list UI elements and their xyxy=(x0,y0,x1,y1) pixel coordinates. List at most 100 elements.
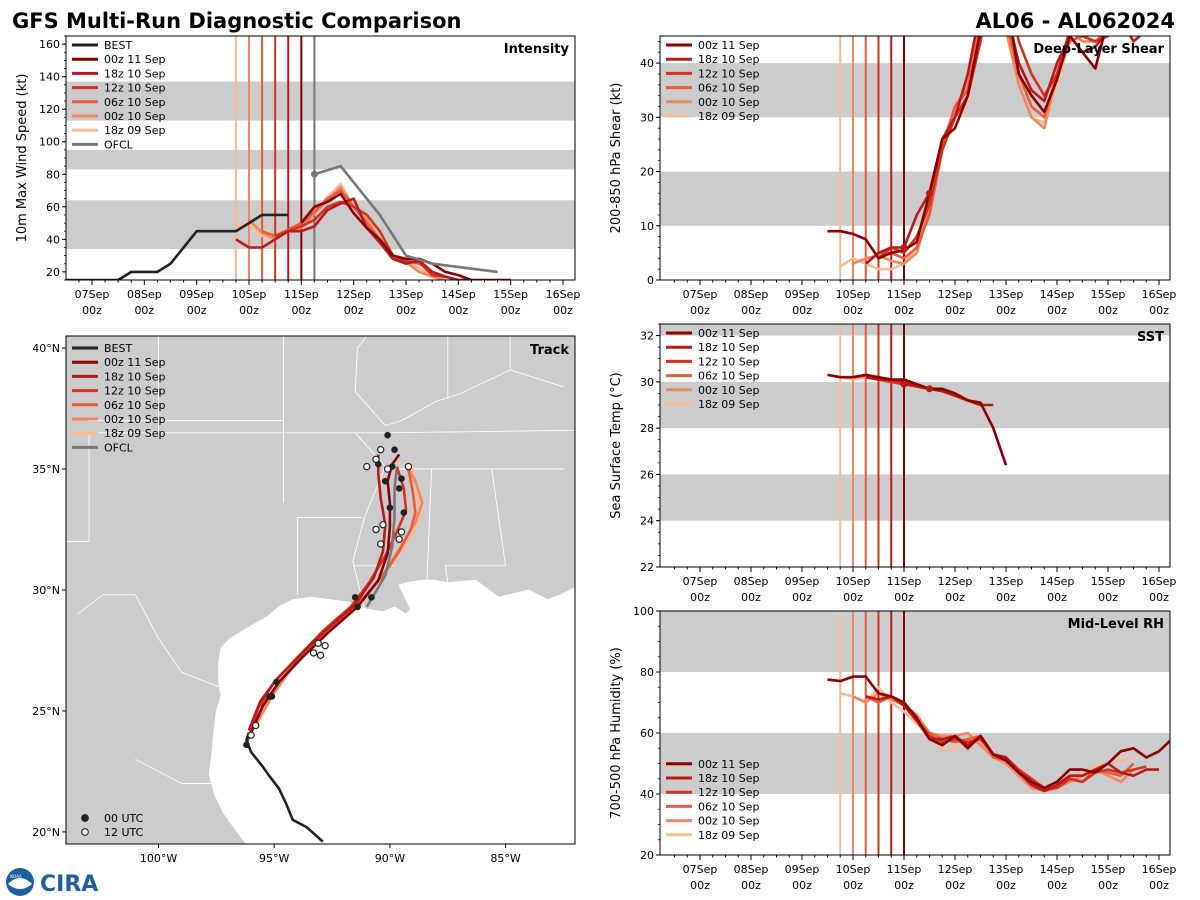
rh-xtick-label: 00z xyxy=(1149,879,1169,892)
shear-init-point-1 xyxy=(926,189,933,197)
intensity-ytick-label: 80 xyxy=(46,168,60,181)
shear-ytick-label: 0 xyxy=(647,274,654,287)
intensity-xtick-label: 00z xyxy=(553,304,573,317)
shear-ytick-label: 40 xyxy=(640,57,654,70)
track-legend-label: 18z 09 Sep xyxy=(104,427,166,440)
rh-ytick-label: 20 xyxy=(640,849,654,862)
shear-xtick-label: 12Sep xyxy=(938,288,973,301)
intensity-band-2 xyxy=(66,81,575,121)
storm-id: AL06 - AL062024 xyxy=(976,9,1176,33)
state-border-8 xyxy=(352,432,386,610)
track-point-00utc xyxy=(400,509,408,516)
intensity-ytick-label: 20 xyxy=(46,266,60,279)
sst-frame xyxy=(659,323,1171,568)
track-point-00utc xyxy=(384,431,391,439)
track-point-00utc xyxy=(351,593,359,601)
state-border-12 xyxy=(135,758,247,784)
track-lon-label: 95°W xyxy=(259,852,289,865)
sst-band-1 xyxy=(660,381,1170,429)
track-legend-label: 00z 11 Sep xyxy=(104,356,166,369)
track-lat-label: 35°N xyxy=(32,463,60,476)
shear-legend-label: 12z 10 Sep xyxy=(698,67,760,80)
shear-init-point-0 xyxy=(900,243,908,251)
shear-xtick-label: 09Sep xyxy=(785,288,820,301)
rh-xtick-label: 00z xyxy=(792,879,812,892)
sst-xtick-label: 13Sep xyxy=(989,575,1024,588)
intensity-xtick-label: 00z xyxy=(501,304,521,317)
rh-xtick-label: 00z xyxy=(843,879,863,892)
track-panel-title: Track xyxy=(530,343,569,358)
intensity-ytick-label: 40 xyxy=(46,233,60,246)
sst-xtick-label: 00z xyxy=(1149,591,1169,604)
intensity-xtick-label: 12Sep xyxy=(336,288,371,301)
sst-xtick-label: 00z xyxy=(945,591,965,604)
rh-xtick-label: 16Sep xyxy=(1142,863,1177,876)
track-legend-label: 12z 10 Sep xyxy=(104,385,166,398)
state-border-7 xyxy=(444,468,507,583)
shear-xtick-label: 15Sep xyxy=(1091,288,1126,301)
track-point-00utc xyxy=(395,485,403,492)
track-legend-label: 18z 10 Sep xyxy=(104,370,166,383)
intensity-xtick-label: 00z xyxy=(239,304,259,317)
shear-legend-label: 00z 10 Sep xyxy=(698,96,760,109)
state-border-9 xyxy=(66,432,90,543)
intensity-legend-label: 06z 10 Sep xyxy=(104,96,166,109)
intensity-xtick-label: 00z xyxy=(344,304,364,317)
track-point-00utc xyxy=(273,678,280,686)
track-point-00utc xyxy=(368,593,375,601)
track-point-00utc xyxy=(386,504,394,512)
rh-ytick-label: 80 xyxy=(640,666,654,679)
noaa-wave-icon xyxy=(8,878,32,889)
shear-xtick-label: 00z xyxy=(1098,304,1118,317)
state-border-3 xyxy=(296,516,363,595)
sst-xtick-label: 00z xyxy=(690,591,710,604)
sst-xtick-label: 09Sep xyxy=(785,575,820,588)
track-point-12utc xyxy=(309,649,318,657)
intensity-legend-label: OFCL xyxy=(104,138,134,151)
sst-plot-area xyxy=(660,324,1170,567)
track-marker-legend-label: 12 UTC xyxy=(104,826,144,839)
state-border-13 xyxy=(354,336,402,427)
intensity-xtick-label: 07Sep xyxy=(75,288,110,301)
shear-xtick-label: 16Sep xyxy=(1142,288,1177,301)
shear-xtick-label: 00z xyxy=(1047,304,1067,317)
rh-series-00z-11-sep xyxy=(827,675,1170,790)
sst-ytick-label: 24 xyxy=(640,515,654,528)
sst-legend-label: 18z 09 Sep xyxy=(698,398,760,411)
shear-xtick-label: 00z xyxy=(792,304,812,317)
intensity-panel: 20 40 60 80 100 120 140 160 07Sep 00z 08Sep 00z 09Se… xyxy=(15,35,580,317)
figure-title: GFS Multi-Run Diagnostic Comparison xyxy=(12,9,461,33)
sst-init-point-1 xyxy=(926,385,933,393)
intensity-series-18z-10-sep xyxy=(235,197,472,280)
shear-series-00z-10-sep xyxy=(852,36,1134,266)
shear-xtick-label: 13Sep xyxy=(989,288,1024,301)
logo-area: NOAA CIRA xyxy=(6,868,98,897)
shear-xtick-label: 00z xyxy=(690,304,710,317)
intensity-band-1 xyxy=(66,149,575,170)
noaa-text: NOAA xyxy=(10,874,22,879)
rh-ytick-label: 40 xyxy=(640,788,654,801)
rh-xtick-label: 12Sep xyxy=(938,863,973,876)
track-lat-label: 20°N xyxy=(32,826,60,839)
track-map-area xyxy=(66,336,575,844)
shear-series-18z-10-sep xyxy=(864,36,1142,265)
intensity-xtick-label: 14Sep xyxy=(441,288,476,301)
sst-xtick-label: 07Sep xyxy=(683,575,718,588)
sst-band-2 xyxy=(660,324,1170,336)
rh-panel-title: Mid-Level RH xyxy=(1068,617,1164,632)
track-point-12utc xyxy=(314,639,322,647)
intensity-series-12z-10-sep xyxy=(274,200,472,280)
track-legend-label: BEST xyxy=(104,342,132,355)
intensity-ytick-label: 160 xyxy=(39,38,60,51)
intensity-legend-label: BEST xyxy=(104,39,132,52)
rh-ylabel: 700-500 hPa Humidity (%) xyxy=(609,647,624,819)
track-point-12utc xyxy=(363,462,371,471)
intensity-ytick-label: 100 xyxy=(39,136,60,149)
track-lon-label: 100°W xyxy=(140,852,177,865)
intensity-series-ofcl xyxy=(314,164,498,274)
track-point-12utc xyxy=(321,641,329,650)
rh-plot-area xyxy=(660,611,1170,855)
intensity-series-best xyxy=(66,213,289,280)
rh-xtick-label: 08Sep xyxy=(734,863,769,876)
sst-xtick-label: 00z xyxy=(1047,591,1067,604)
